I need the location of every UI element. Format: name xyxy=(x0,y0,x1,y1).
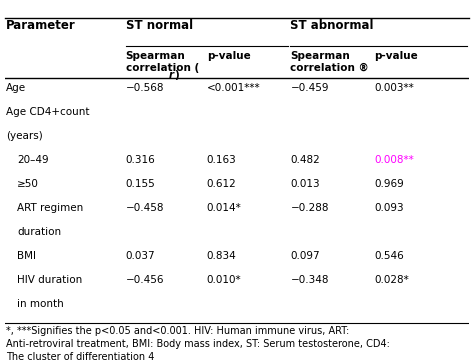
Text: 0.003**: 0.003** xyxy=(374,83,414,93)
Text: Parameter: Parameter xyxy=(6,19,75,32)
Text: Age: Age xyxy=(6,83,26,93)
Text: Spearman
correlation (: Spearman correlation ( xyxy=(126,51,199,73)
Text: 0.093: 0.093 xyxy=(374,203,404,213)
Text: *, ***Signifies the p<0.05 and<0.001. HIV: Human immune virus, ART:
Anti-retrovi: *, ***Signifies the p<0.05 and<0.001. HI… xyxy=(6,327,390,360)
Text: r: r xyxy=(169,69,174,80)
Text: ST abnormal: ST abnormal xyxy=(291,19,374,32)
Text: BMI: BMI xyxy=(17,251,36,261)
Text: 0.097: 0.097 xyxy=(291,251,320,261)
Text: −0.456: −0.456 xyxy=(126,275,164,285)
Text: 0.969: 0.969 xyxy=(374,179,404,189)
Text: 0.010*: 0.010* xyxy=(207,275,241,285)
Text: (years): (years) xyxy=(6,131,42,141)
Text: 20–49: 20–49 xyxy=(17,155,49,165)
Text: 0.008**: 0.008** xyxy=(374,155,414,165)
Text: p-value: p-value xyxy=(374,51,418,61)
Text: 0.163: 0.163 xyxy=(207,155,237,165)
Text: Spearman
correlation ®: Spearman correlation ® xyxy=(291,51,369,73)
Text: ≥50: ≥50 xyxy=(17,179,39,189)
Text: <0.001***: <0.001*** xyxy=(207,83,260,93)
Text: ART regimen: ART regimen xyxy=(17,203,83,213)
Text: HIV duration: HIV duration xyxy=(17,275,82,285)
Text: ): ) xyxy=(174,69,179,80)
Text: 0.155: 0.155 xyxy=(126,179,155,189)
Text: Age CD4+count: Age CD4+count xyxy=(6,107,89,117)
Text: 0.316: 0.316 xyxy=(126,155,155,165)
Text: 0.028*: 0.028* xyxy=(374,275,409,285)
Text: in month: in month xyxy=(17,299,64,309)
Text: −0.288: −0.288 xyxy=(291,203,329,213)
Text: 0.546: 0.546 xyxy=(374,251,404,261)
Text: 0.834: 0.834 xyxy=(207,251,237,261)
Text: ST normal: ST normal xyxy=(126,19,192,32)
Text: −0.348: −0.348 xyxy=(291,275,329,285)
Text: −0.459: −0.459 xyxy=(291,83,329,93)
Text: p-value: p-value xyxy=(207,51,251,61)
Text: 0.013: 0.013 xyxy=(291,179,320,189)
Text: 0.037: 0.037 xyxy=(126,251,155,261)
Text: 0.612: 0.612 xyxy=(207,179,237,189)
Text: −0.458: −0.458 xyxy=(126,203,164,213)
Text: 0.482: 0.482 xyxy=(291,155,320,165)
Text: duration: duration xyxy=(17,227,62,237)
Text: −0.568: −0.568 xyxy=(126,83,164,93)
Text: 0.014*: 0.014* xyxy=(207,203,242,213)
